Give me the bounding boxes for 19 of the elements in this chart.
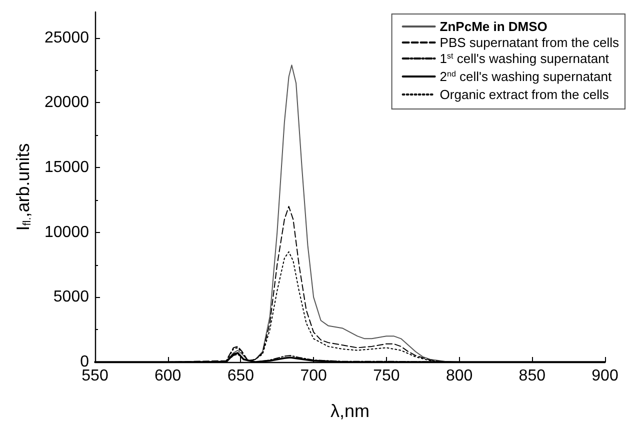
x-axis-title: λ,nm [330, 401, 370, 421]
y-axis-title: Ifl.,arb.units [13, 143, 34, 231]
y-tick-label: 20000 [44, 94, 90, 112]
x-tick-label: 900 [592, 368, 618, 384]
legend-label: ZnPcMe in DMSO [440, 19, 548, 34]
y-tick-label: 15000 [44, 159, 90, 176]
y-tick-label: 5000 [53, 288, 90, 306]
y-tick-label: 0 [80, 354, 90, 370]
legend-label: Organic extract from the cells [440, 87, 610, 102]
x-tick-label: 650 [227, 368, 254, 384]
y-tick-label: 10000 [44, 224, 90, 241]
x-tick-label: 800 [446, 368, 473, 384]
x-tick-label: 750 [373, 368, 400, 384]
x-tick-label: 600 [154, 368, 182, 384]
x-tick-label: 850 [518, 368, 546, 384]
x-tick-label: 550 [82, 368, 108, 384]
x-tick-label: 700 [300, 368, 328, 384]
legend-label: PBS supernatant from the cells [440, 35, 620, 50]
y-tick-label: 25000 [44, 29, 90, 46]
